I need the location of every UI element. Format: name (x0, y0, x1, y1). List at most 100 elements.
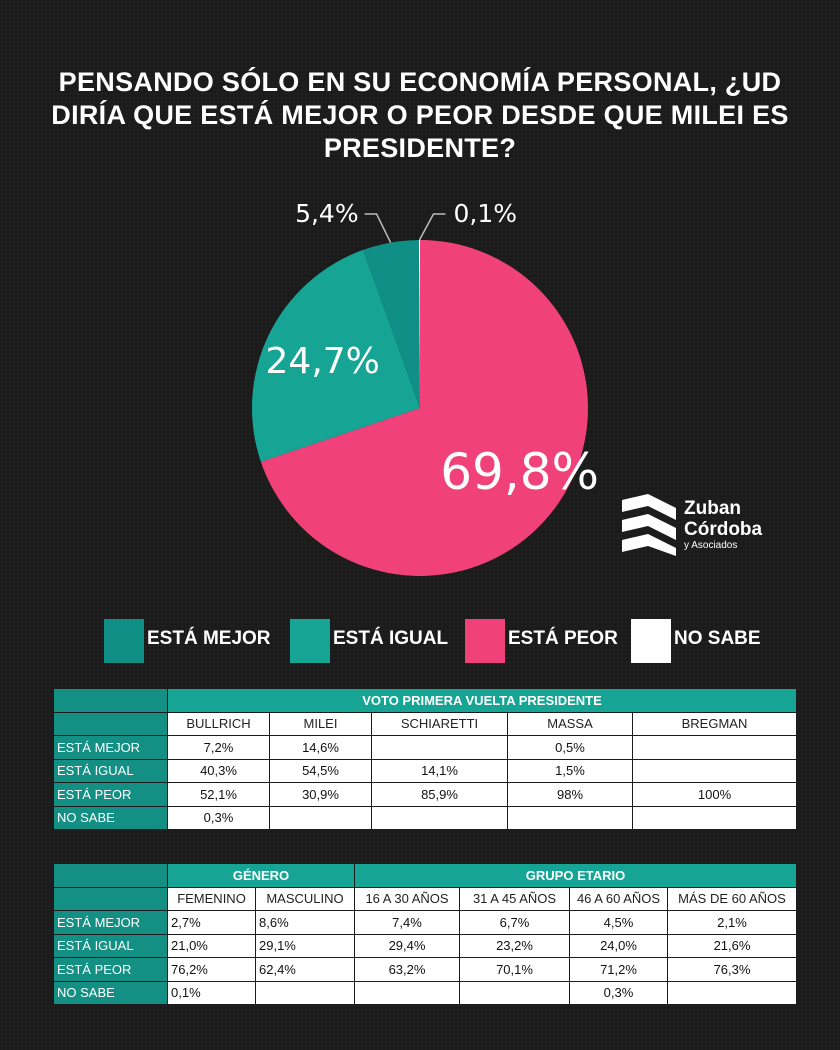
table-row: ESTÁ PEOR 76,2% 62,4% 63,2% 70,1% 71,2% 76,3% (53, 957, 797, 982)
group-header: VOTO PRIMERA VUELTA PRESIDENTE (167, 688, 797, 713)
table-header-row: BULLRICH MILEI SCHIARETTI MASSA BREGMAN (53, 711, 797, 736)
table-header-row: FEMENINO MASCULINO 16 A 30 AÑOS 31 A 45 AÑO… (53, 886, 797, 911)
table-cell: 76,2% (167, 957, 256, 982)
leader-line-mejor (364, 213, 392, 243)
table-cell (371, 735, 508, 760)
table-corner (53, 688, 168, 713)
table-corner (53, 863, 168, 888)
row-header: ESTÁ PEOR (53, 957, 168, 982)
table-cell (459, 980, 570, 1005)
column-header: MASSA (507, 711, 633, 736)
table-row: ESTÁ PEOR 52,1% 30,9% 85,9% 98% 100% (53, 782, 797, 807)
pie-slice-está-igual (252, 249, 420, 462)
row-header: ESTÁ PEOR (53, 782, 168, 807)
table-row: ESTÁ IGUAL 21,0% 29,1% 29,4% 23,2% 24,0% 21,6% (53, 933, 797, 958)
column-header: MÁS DE 60 AÑOS (667, 886, 797, 911)
table-cell: 54,5% (269, 758, 372, 783)
table-cell: 2,7% (167, 910, 256, 935)
legend-swatch (465, 619, 505, 663)
table-cell: 4,5% (569, 910, 668, 935)
logo-name-line1: Zuban (684, 498, 741, 519)
pie-slice-no-sabe (418, 240, 420, 408)
table-group-row: VOTO PRIMERA VUELTA PRESIDENTE (53, 688, 797, 713)
table-corner (53, 711, 168, 736)
table-cell (354, 980, 460, 1005)
table-cell: 100% (632, 782, 797, 807)
column-header: MASCULINO (255, 886, 355, 911)
table-cell: 14,6% (269, 735, 372, 760)
table-cell: 24,0% (569, 933, 668, 958)
column-header: FEMENINO (167, 886, 256, 911)
table-cell: 21,6% (667, 933, 797, 958)
table-cell: 6,7% (459, 910, 570, 935)
group-header: GRUPO ETARIO (354, 863, 797, 888)
table-cell: 70,1% (459, 957, 570, 982)
slice-label-igual: 24,7% (266, 341, 380, 382)
table-cell (632, 758, 797, 783)
table-row: ESTÁ MEJOR 7,2% 14,6% 0,5% (53, 735, 797, 760)
row-header: NO SABE (53, 805, 168, 830)
table-cell: 0,1% (167, 980, 256, 1005)
table-row: NO SABE 0,1% 0,3% (53, 980, 797, 1005)
slice-label-peor: 69,8% (440, 443, 599, 501)
row-header: ESTÁ MEJOR (53, 910, 168, 935)
column-header: 46 A 60 AÑOS (569, 886, 668, 911)
pie-slice-está-mejor (363, 240, 420, 408)
row-header: NO SABE (53, 980, 168, 1005)
table-cell (255, 980, 355, 1005)
column-header: BREGMAN (632, 711, 797, 736)
legend-label: NO SABE (674, 628, 761, 649)
column-header: BULLRICH (167, 711, 270, 736)
table-cell: 21,0% (167, 933, 256, 958)
table-cell: 8,6% (255, 910, 355, 935)
table-cell: 29,1% (255, 933, 355, 958)
table-cell: 76,3% (667, 957, 797, 982)
stacked-stripes-logo-icon (622, 494, 676, 556)
table-cell: 0,3% (167, 805, 270, 830)
table-cell (632, 735, 797, 760)
slice-label-mejor: 5,4% (295, 199, 359, 228)
table-cell: 85,9% (371, 782, 508, 807)
legend-swatch (631, 619, 671, 663)
table-cell: 63,2% (354, 957, 460, 982)
row-header: ESTÁ MEJOR (53, 735, 168, 760)
row-header: ESTÁ IGUAL (53, 933, 168, 958)
table-cell (632, 805, 797, 830)
pie-slice-está-peor (260, 240, 588, 576)
table-cell: 98% (507, 782, 633, 807)
table-cell: 14,1% (371, 758, 508, 783)
table-cell: 1,5% (507, 758, 633, 783)
table-row: ESTÁ MEJOR 2,7% 8,6% 7,4% 6,7% 4,5% 2,1% (53, 910, 797, 935)
zuban-cordoba-logo: Zuban Córdoba y Asociados (618, 494, 778, 558)
legend-label: ESTÁ IGUAL (333, 628, 449, 649)
table-cell: 7,4% (354, 910, 460, 935)
table-row: ESTÁ IGUAL 40,3% 54,5% 14,1% 1,5% (53, 758, 797, 783)
table-cell (269, 805, 372, 830)
table-cell: 29,4% (354, 933, 460, 958)
table-group-row: GÉNERO GRUPO ETARIO (53, 863, 797, 888)
legend-label: ESTÁ PEOR (508, 628, 618, 649)
legend-swatch (290, 619, 330, 663)
table-cell: 0,3% (569, 980, 668, 1005)
table-row: NO SABE 0,3% (53, 805, 797, 830)
logo-subtitle: y Asociados (684, 540, 738, 551)
table-cell (667, 980, 797, 1005)
demographics-table: GÉNERO GRUPO ETARIO FEMENINO MASCULINO 16 A … (53, 863, 797, 1005)
table-cell: 0,5% (507, 735, 633, 760)
slice-label-no-sabe: 0,1% (453, 199, 517, 228)
table-cell (371, 805, 508, 830)
table-cell: 30,9% (269, 782, 372, 807)
row-header: ESTÁ IGUAL (53, 758, 168, 783)
legend-label: ESTÁ MEJOR (147, 628, 271, 649)
legend-swatch (104, 619, 144, 663)
column-header: MILEI (269, 711, 372, 736)
table-cell: 71,2% (569, 957, 668, 982)
vote-table: VOTO PRIMERA VUELTA PRESIDENTE BULLRICH MI… (53, 688, 797, 830)
leader-line-no-sabe (418, 213, 446, 241)
table-corner (53, 886, 168, 911)
table-cell: 52,1% (167, 782, 270, 807)
table-cell: 23,2% (459, 933, 570, 958)
column-header: SCHIARETTI (371, 711, 508, 736)
table-cell: 40,3% (167, 758, 270, 783)
